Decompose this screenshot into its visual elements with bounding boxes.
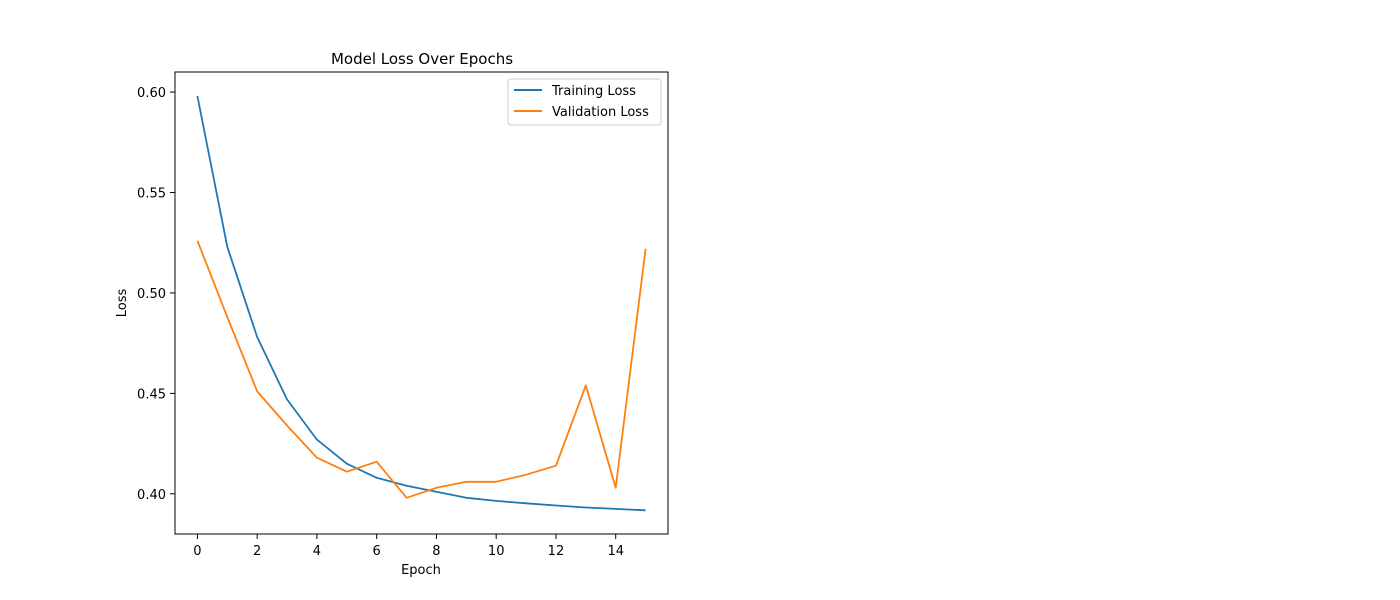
y-tick-label: 0.40 [137, 488, 166, 503]
legend-label-validation-loss: Validation Loss [552, 105, 649, 120]
legend: Training Loss Validation Loss [507, 78, 662, 126]
chart-title: Model Loss Over Epochs [331, 50, 513, 68]
y-tick-label: 0.45 [137, 387, 166, 402]
series-line-training-loss [196, 95, 646, 512]
x-axis-label: Epoch [401, 563, 441, 578]
plot-area [174, 71, 669, 535]
y-tick-label: 0.50 [137, 287, 166, 302]
x-tick-label: 2 [253, 544, 261, 559]
y-tick-label: 0.60 [137, 86, 166, 101]
axes-frame [174, 71, 669, 535]
legend-label-training-loss: Training Loss [551, 84, 636, 99]
x-axis-ticks: 0 2 4 6 8 10 12 14 [193, 534, 624, 559]
series-line-validation-loss [196, 240, 647, 499]
legend-box [507, 78, 662, 126]
x-tick-label: 6 [373, 544, 381, 559]
series-layer [196, 95, 647, 512]
y-tick-label: 0.55 [137, 187, 166, 202]
x-tick-label: 0 [193, 544, 201, 559]
x-tick-label: 4 [313, 544, 321, 559]
x-tick-label: 14 [607, 544, 624, 559]
y-axis-label: Loss [115, 289, 130, 318]
y-axis-ticks: 0.40 0.45 0.50 0.55 0.60 [137, 86, 175, 503]
x-tick-label: 12 [548, 544, 565, 559]
x-tick-label: 8 [432, 544, 440, 559]
x-tick-label: 10 [488, 544, 505, 559]
